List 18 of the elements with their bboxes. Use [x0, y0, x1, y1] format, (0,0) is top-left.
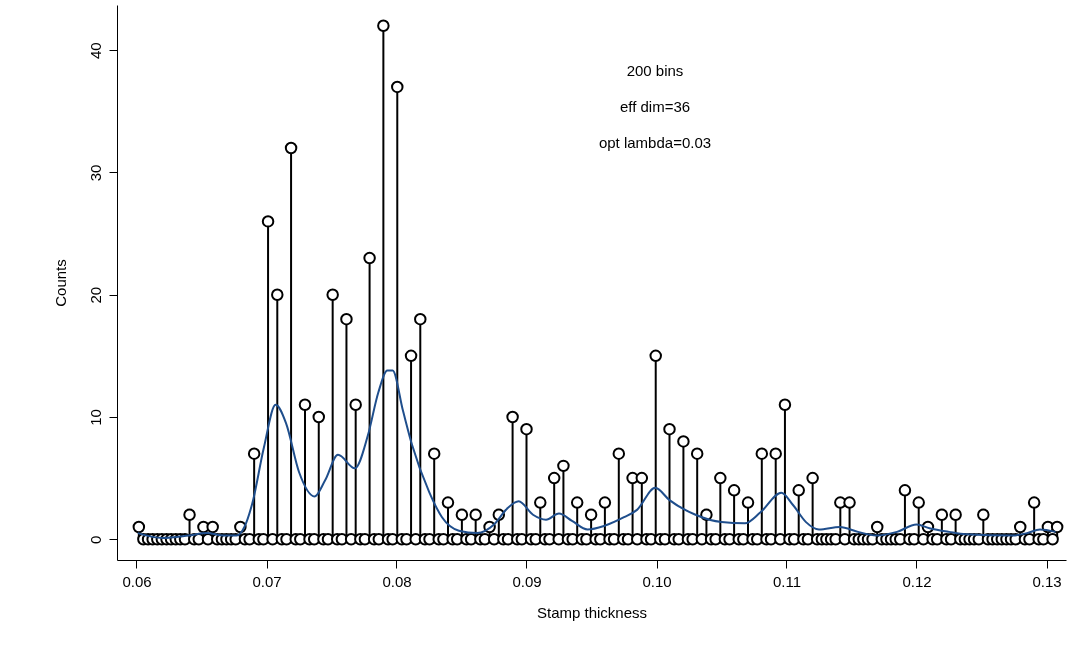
- x-tick-label: 0.06: [122, 572, 152, 590]
- y-axis-title: Counts: [51, 259, 69, 307]
- y-tick-label: 30: [86, 164, 104, 182]
- x-tick-label: 0.13: [1032, 572, 1062, 590]
- x-tick-label: 0.12: [902, 572, 932, 590]
- x-tick-label: 0.08: [382, 572, 412, 590]
- x-tick-label: 0.09: [512, 572, 542, 590]
- annotation: 200 bins: [626, 62, 684, 79]
- y-tick-label: 40: [86, 42, 104, 60]
- x-axis-title: Stamp thickness: [536, 603, 648, 621]
- x-tick-label: 0.07: [252, 572, 282, 590]
- y-tick-label: 20: [86, 286, 104, 304]
- annotation: opt lambda=0.03: [598, 134, 712, 151]
- y-tick-label: 10: [86, 409, 104, 426]
- x-tick-label: 0.10: [642, 572, 672, 590]
- annotation: eff dim=36: [619, 98, 691, 115]
- x-tick-label: 0.11: [772, 572, 802, 590]
- y-tick-label: 0: [86, 535, 104, 544]
